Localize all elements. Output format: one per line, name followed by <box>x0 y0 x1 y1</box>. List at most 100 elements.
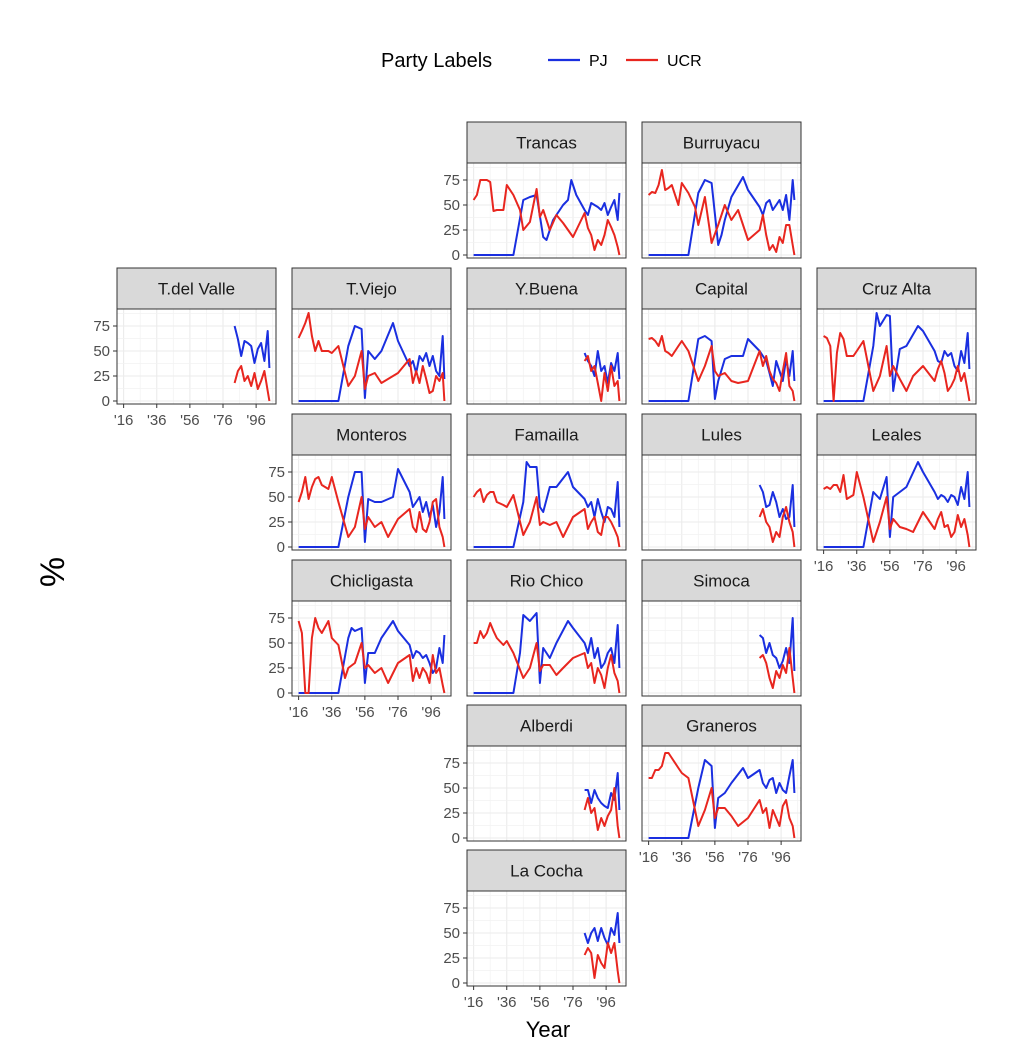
y-tick-label: 25 <box>443 222 460 239</box>
series-line-ucr <box>758 506 796 548</box>
panel-rio-chico: Rio Chico <box>466 559 627 697</box>
x-tick-label: '36 <box>322 704 342 721</box>
y-tick-label: 50 <box>443 925 460 942</box>
panel-grid <box>467 746 626 841</box>
panel-title: Lules <box>701 426 742 445</box>
panel-title: Rio Chico <box>510 572 584 591</box>
panel-border <box>116 308 277 405</box>
series-line-ucr <box>823 471 971 548</box>
series-line-ucr <box>472 488 621 548</box>
series-line-ucr <box>758 647 796 694</box>
series-line-ucr <box>823 332 971 402</box>
panel-background <box>467 746 626 841</box>
panel-leales: Leales '16 '36 '56 '76 '96 <box>814 413 977 575</box>
panel-t-del-valle: T.del Valle 0 25 50 75 '16 '36 '56 '76 '96 <box>93 267 277 429</box>
y-tick-label: 75 <box>443 172 460 189</box>
y-tick-label: 25 <box>443 950 460 967</box>
panel-title: T.Viejo <box>346 280 397 299</box>
y-tick-label: 0 <box>102 393 110 410</box>
x-axis: '16 '36 '56 '76 '96 <box>289 696 441 721</box>
y-axis: 0 25 50 75 <box>268 610 292 702</box>
panel-lules: Lules <box>641 413 802 551</box>
series-line-ucr <box>472 179 621 256</box>
x-tick-label: '56 <box>180 412 200 429</box>
panel-title: Capital <box>695 280 748 299</box>
legend: Party Labels PJ UCR <box>381 50 702 72</box>
y-axis: 0 25 50 75 <box>443 172 467 264</box>
panel-background <box>642 746 801 841</box>
series-line-pj <box>233 325 271 369</box>
panel-title: Cruz Alta <box>862 280 932 299</box>
panel-background <box>642 309 801 404</box>
series-line-pj <box>648 759 796 839</box>
series-line-ucr <box>297 312 446 402</box>
panel-title: Y.Buena <box>515 280 579 299</box>
panel-border <box>466 308 627 405</box>
x-tick-label: '96 <box>421 704 441 721</box>
y-tick-label: 50 <box>443 780 460 797</box>
panel-title: Chicligasta <box>330 572 414 591</box>
series-line-ucr <box>648 335 796 402</box>
panel-background <box>467 891 626 986</box>
panel-grid <box>117 309 276 404</box>
series-line-pj <box>473 612 621 694</box>
x-tick-label: '96 <box>771 849 791 866</box>
series-line-ucr <box>647 169 796 256</box>
series-line-ucr <box>473 622 621 694</box>
series-line-pj <box>823 461 971 548</box>
y-tick-label: 0 <box>452 830 460 847</box>
y-tick-label: 25 <box>443 805 460 822</box>
series-line-pj <box>648 335 796 402</box>
panel-y-buena: Y.Buena <box>466 267 627 405</box>
x-tick-label: '16 <box>814 558 834 575</box>
panel-border <box>466 745 627 842</box>
y-tick-label: 25 <box>93 368 110 385</box>
panel-strip <box>291 413 452 456</box>
panel-burruyacu: Burruyacu <box>641 121 802 259</box>
series-line-ucr <box>648 752 796 839</box>
y-axis: 0 25 50 75 <box>443 900 467 992</box>
panel-border <box>641 745 802 842</box>
x-tick-label: '96 <box>946 558 966 575</box>
panel-border <box>641 308 802 405</box>
panel-border <box>466 600 627 697</box>
y-tick-label: 0 <box>277 685 285 702</box>
panel-grid <box>292 309 451 404</box>
x-axis: '16 '36 '56 '76 '96 <box>464 986 616 1011</box>
series-line-ucr <box>583 355 621 402</box>
panel-famailla: Famailla <box>466 413 627 551</box>
series-line-pj <box>298 468 446 548</box>
panel-title: Famailla <box>514 426 579 445</box>
panel-title: Trancas <box>516 134 577 153</box>
x-tick-label: '36 <box>147 412 167 429</box>
series-line-pj <box>298 322 446 402</box>
panel-strip <box>641 559 802 602</box>
x-tick-label: '36 <box>847 558 867 575</box>
x-tick-label: '16 <box>464 994 484 1011</box>
panel-simoca: Simoca <box>641 559 802 697</box>
x-tick-label: '76 <box>913 558 933 575</box>
y-tick-label: 25 <box>268 660 285 677</box>
x-tick-label: '96 <box>596 994 616 1011</box>
panel-cruz-alta: Cruz Alta <box>816 267 977 405</box>
panel-grid <box>642 601 801 696</box>
series-line-ucr <box>297 476 446 548</box>
panel-graneros: Graneros '16 '36 '56 '76 '96 <box>639 704 802 866</box>
panel-strip <box>466 121 627 164</box>
panel-border <box>466 454 627 551</box>
panel-border <box>291 308 452 405</box>
panel-title: La Cocha <box>510 862 583 881</box>
panel-strip <box>641 413 802 456</box>
series-line-pj <box>648 176 796 256</box>
panel-background <box>292 601 451 696</box>
panel-trancas: Trancas 0 25 50 75 <box>443 121 627 264</box>
panel-title: Simoca <box>693 572 750 591</box>
y-axis: 0 25 50 75 <box>268 464 292 556</box>
panel-strip <box>466 267 627 310</box>
panel-border <box>816 308 977 405</box>
series-line-pj <box>823 312 971 402</box>
panel-title: Monteros <box>336 426 407 445</box>
panel-title: Burruyacu <box>683 134 760 153</box>
y-tick-label: 0 <box>277 539 285 556</box>
